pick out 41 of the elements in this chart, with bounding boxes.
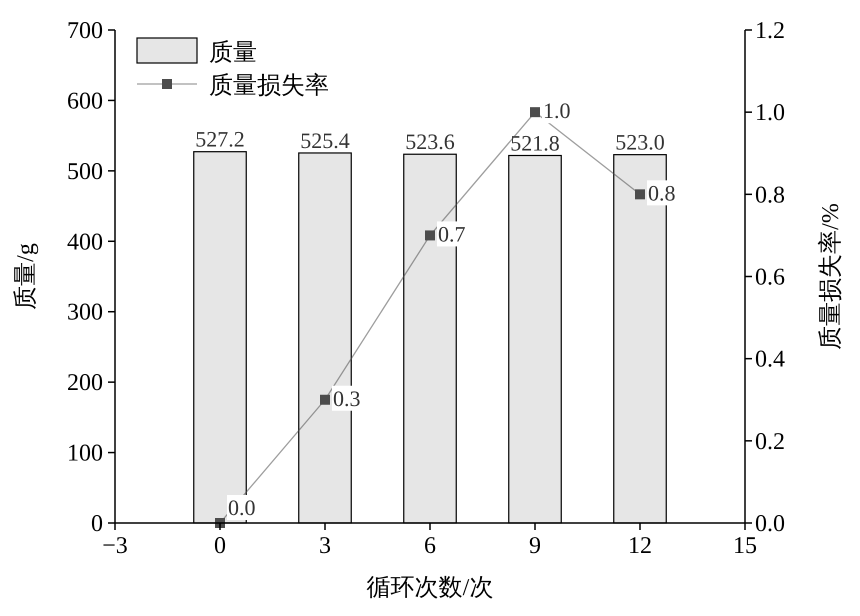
x-tick-label: 3 [319, 533, 331, 559]
y-tick-label: 400 [67, 229, 103, 256]
y2-tick-label: 1.0 [755, 100, 785, 126]
data-label: 0.0 [228, 495, 256, 520]
y2-tick-label: 0.0 [755, 511, 785, 537]
x-tick-label: 12 [628, 533, 652, 559]
x-tick-label: −3 [102, 533, 128, 559]
y2-tick-label: 0.6 [755, 264, 785, 290]
point [425, 230, 435, 240]
point [635, 189, 645, 200]
y2-tick-label: 0.4 [755, 346, 785, 373]
y2-tick-label: 0.2 [755, 428, 785, 455]
data-label: 0.7 [438, 221, 466, 246]
y2-axis-title: 质量损失率/% [817, 203, 844, 350]
y-axis-title: 质量/g [13, 243, 39, 310]
data-label: 523.6 [405, 129, 455, 154]
legend-label: 质量 [209, 40, 257, 66]
data-label: 0.8 [648, 180, 676, 206]
y-tick-label: 300 [67, 300, 103, 326]
point [530, 107, 540, 118]
data-label: 1.0 [543, 98, 570, 124]
data-label: 525.4 [300, 128, 350, 153]
y-tick-label: 700 [67, 18, 103, 44]
data-label: 521.8 [510, 130, 560, 156]
point [320, 394, 330, 405]
data-label: 523.0 [615, 130, 665, 155]
y-tick-label: 200 [67, 370, 103, 396]
x-tick-label: 0 [214, 533, 226, 559]
y-tick-label: 100 [67, 440, 103, 467]
y-tick-label: 0 [91, 511, 103, 537]
x-axis-title: 循环次数/次 [366, 575, 494, 601]
x-tick-label: 9 [529, 533, 541, 559]
x-tick-label: 15 [733, 533, 757, 559]
data-label: 527.2 [195, 126, 245, 152]
y-tick-label: 600 [67, 88, 103, 114]
y2-tick-label: 0.8 [755, 182, 785, 208]
y-tick-label: 500 [67, 158, 103, 185]
x-tick-label: 6 [424, 533, 436, 559]
y2-tick-label: 1.2 [755, 18, 785, 44]
legend-label: 质量损失率 [209, 72, 329, 99]
data-label: 0.3 [333, 386, 360, 411]
